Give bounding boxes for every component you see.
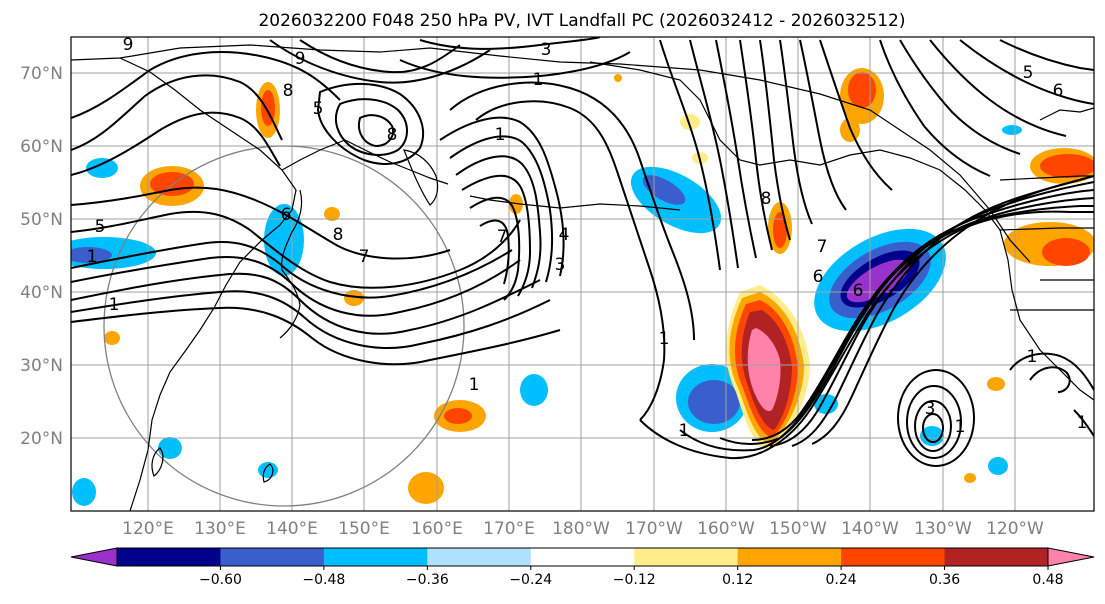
range-circle (103, 145, 465, 507)
map-title: 2026032200 F048 250 hPa PV, IVT Landfall… (258, 11, 905, 31)
svg-text:180°W: 180°W (552, 519, 610, 539)
svg-text:1: 1 (109, 295, 120, 315)
svg-text:170°W: 170°W (625, 519, 683, 539)
svg-text:5: 5 (95, 217, 106, 237)
svg-text:6: 6 (853, 281, 864, 301)
svg-text:8: 8 (283, 81, 294, 101)
colorbar-tick-label: −0.48 (302, 572, 345, 588)
colorbar-bin (634, 548, 739, 566)
svg-text:120°E: 120°E (122, 519, 174, 539)
colorbar-bin (220, 548, 325, 566)
svg-text:160°E: 160°E (411, 519, 463, 539)
svg-text:6: 6 (281, 205, 292, 225)
svg-text:1: 1 (469, 375, 480, 395)
map-frame (70, 36, 1095, 512)
svg-text:6: 6 (1053, 81, 1064, 101)
map-panel: 9 3 1 5 6 8 5 8 9 6 8 5 1 7 4 3 1 1 1 8 … (71, 35, 1094, 511)
svg-text:8: 8 (761, 189, 772, 209)
colorbar-tick-label: 0.24 (826, 572, 857, 588)
pv-contours (71, 37, 1094, 467)
colorbar-bin (530, 548, 635, 566)
svg-text:8: 8 (387, 125, 398, 145)
svg-text:1: 1 (1027, 347, 1038, 367)
svg-text:1: 1 (955, 417, 966, 437)
colorbar: −0.60 −0.48 −0.36 −0.24 −0.12 0.12 0.24 0.36 0.4… (70, 547, 1095, 588)
contour-labels: 9 3 1 5 6 8 5 8 9 6 8 5 1 7 4 3 1 1 1 8 … (87, 35, 1088, 441)
svg-text:7: 7 (497, 227, 508, 247)
svg-text:140°E: 140°E (266, 519, 318, 539)
svg-text:6: 6 (813, 267, 824, 287)
graticule (71, 37, 1094, 511)
svg-text:4: 4 (559, 225, 570, 245)
colorbar-bin (323, 548, 428, 566)
svg-text:5: 5 (1023, 63, 1034, 83)
svg-text:7: 7 (817, 237, 828, 257)
svg-text:9: 9 (295, 49, 306, 69)
svg-text:20°N: 20°N (20, 429, 63, 449)
svg-text:1: 1 (1077, 413, 1088, 433)
svg-text:160°W: 160°W (697, 519, 755, 539)
svg-text:30°N: 30°N (20, 356, 63, 376)
colorbar-outline (116, 547, 1049, 567)
svg-text:130°E: 130°E (194, 519, 246, 539)
svg-text:3: 3 (925, 399, 936, 419)
colorbar-tick-label: 0.12 (722, 572, 753, 588)
svg-text:9: 9 (123, 35, 134, 55)
colorbar-tick-label: −0.36 (406, 572, 449, 588)
svg-text:70°N: 70°N (20, 64, 63, 84)
longitude-labels: 120°E 130°E 140°E 150°E 160°E 170°E 180°… (122, 519, 1044, 539)
colorbar-bin (427, 548, 532, 566)
colorbar-tick-label: 0.36 (929, 572, 960, 588)
svg-text:140°W: 140°W (841, 519, 899, 539)
svg-text:1: 1 (533, 70, 544, 90)
svg-text:5: 5 (313, 99, 324, 119)
colorbar-extend-min (70, 547, 118, 567)
svg-text:1: 1 (87, 247, 98, 267)
svg-text:170°E: 170°E (483, 519, 535, 539)
ivt-shading (71, 68, 1094, 506)
svg-text:40°N: 40°N (20, 283, 63, 303)
colorbar-bin (841, 548, 946, 566)
colorbar-tick-label: 0.48 (1032, 572, 1063, 588)
svg-text:150°W: 150°W (769, 519, 827, 539)
colorbar-bin (117, 548, 221, 566)
svg-text:120°W: 120°W (986, 519, 1044, 539)
colorbar-bin (944, 548, 1049, 566)
svg-text:60°N: 60°N (20, 137, 63, 157)
svg-text:150°E: 150°E (338, 519, 390, 539)
coastlines (71, 44, 1094, 511)
svg-text:3: 3 (555, 255, 566, 275)
svg-text:130°W: 130°W (914, 519, 972, 539)
negative-anomaly-japan (264, 204, 304, 276)
colorbar-tick-label: −0.12 (613, 572, 656, 588)
svg-text:1: 1 (679, 421, 690, 441)
latitude-labels: 70°N 60°N 50°N 40°N 30°N 20°N (20, 64, 63, 449)
colorbar-tick-label: −0.24 (509, 572, 552, 588)
colorbar-bin (737, 548, 842, 566)
colorbar-extend-max (1047, 547, 1095, 567)
svg-text:3: 3 (541, 40, 552, 60)
svg-text:1: 1 (659, 329, 670, 349)
svg-text:8: 8 (333, 225, 344, 245)
colorbar-tick-label: −0.60 (199, 572, 242, 588)
svg-text:7: 7 (359, 247, 370, 267)
svg-text:1: 1 (495, 125, 506, 145)
svg-text:50°N: 50°N (20, 210, 63, 230)
